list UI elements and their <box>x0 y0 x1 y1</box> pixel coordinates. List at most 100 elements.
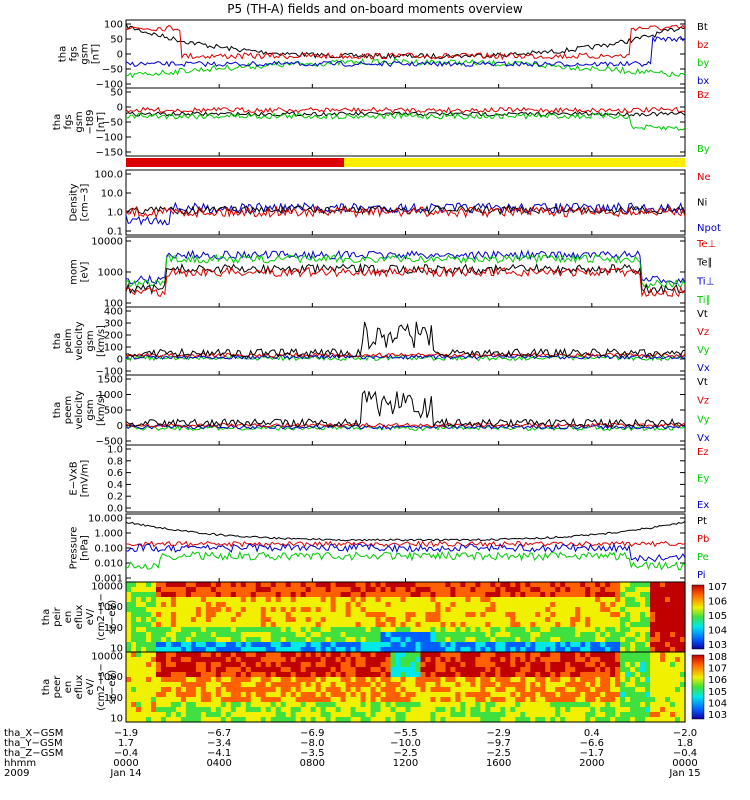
footer-value: 1200 <box>393 758 418 769</box>
y-tick-label: −50 <box>102 118 123 129</box>
legend-entry: Pe <box>697 552 709 563</box>
axis-label: peim <box>63 328 74 353</box>
axis-label: sr−eV) <box>107 600 118 635</box>
y-tick-label: 1000 <box>98 602 123 613</box>
series-group <box>125 23 686 79</box>
y-tick-label: 0.001 <box>94 574 123 585</box>
y-tick-label: 50 <box>110 35 123 46</box>
y-tick-label: 0.2 <box>107 492 123 503</box>
y-tick-label: 10.000 <box>88 514 123 525</box>
y-tick-label: 0 <box>117 421 123 432</box>
y-tick-label: −150 <box>96 148 123 159</box>
data-series-red <box>125 352 686 358</box>
axis-label: en <box>63 611 74 624</box>
series-group <box>125 201 686 226</box>
legend-entry: Ti⊥ <box>696 276 714 287</box>
colorbar-label: 106 <box>708 675 727 686</box>
y-tick-label: 10 <box>110 644 123 655</box>
colorbar-label: 108 <box>708 652 727 663</box>
axis-label: tha <box>52 114 63 130</box>
y-tick-label: 100.0 <box>94 170 123 181</box>
legend-entry: Pb <box>697 534 709 545</box>
axis-label: (cm2−s− <box>96 593 107 640</box>
axis-label: eV/ <box>85 608 96 625</box>
y-tick-label: 1.000 <box>94 529 123 540</box>
axis-label: [eV] <box>80 262 91 283</box>
axis-label: [km/s] <box>96 394 107 426</box>
legend-entry: Pi <box>697 570 706 581</box>
mode-bar-segment <box>344 158 685 167</box>
legend-entry: Vt <box>697 377 708 388</box>
data-series-black <box>125 23 686 60</box>
y-tick-label: −100 <box>96 367 123 378</box>
series-group <box>125 249 686 298</box>
axis-label: Pressure <box>69 527 80 570</box>
legend-entry: Vz <box>697 327 709 338</box>
y-tick-label: 400 <box>104 307 123 318</box>
axis-label: E−VxB <box>69 461 80 495</box>
footer-value: 0400 <box>206 758 231 769</box>
legend-entry: Vx <box>697 363 710 374</box>
panel-frame <box>125 87 686 157</box>
colorbar-label: 105 <box>708 611 727 622</box>
y-tick-label: 10 <box>110 714 123 725</box>
y-tick-label: 1000 <box>98 268 123 279</box>
legend-entry: Bz <box>697 90 709 101</box>
legend-entry: By <box>697 144 710 155</box>
axis-label: tha <box>52 402 63 418</box>
footer-row-label: tha_Z−GSM <box>4 748 63 759</box>
colorbar-label: 107 <box>708 582 727 593</box>
y-tick-label: 100 <box>104 20 123 31</box>
y-tick-label: 0.8 <box>107 456 123 467</box>
data-series-green <box>125 253 686 290</box>
legend-entry: Ex <box>697 500 709 511</box>
heatmap-cells <box>126 582 686 653</box>
axis-label: eflux <box>74 605 85 630</box>
legend-entry: Vy <box>697 345 710 356</box>
footer-value: −2.9 <box>487 728 511 739</box>
axis-label: Density <box>69 183 80 221</box>
y-tick-label: −100 <box>96 80 123 91</box>
footer-value: −3.5 <box>300 748 324 759</box>
series-group <box>125 390 686 432</box>
panel-frame <box>125 306 686 376</box>
y-tick-label: 10000 <box>91 652 123 663</box>
footer-value: −10.0 <box>390 738 421 749</box>
footer-value: 1600 <box>486 758 511 769</box>
axis-label: mom <box>69 259 80 285</box>
data-series-red <box>125 24 686 61</box>
y-tick-label: 0.6 <box>107 468 123 479</box>
data-series-blue <box>125 201 686 226</box>
series-group <box>125 106 686 131</box>
footer-value: 0000 <box>672 758 697 769</box>
y-tick-label: 0.100 <box>94 544 123 555</box>
axis-label: tha <box>52 333 63 349</box>
axis-label: sr−eV) <box>107 670 118 705</box>
axis-label: fgs <box>63 114 74 129</box>
colorbar <box>691 654 705 720</box>
axis-label: −t89 <box>85 109 96 134</box>
footer-row-label: 2009 <box>4 768 29 779</box>
axis-label: [nT] <box>96 112 107 132</box>
y-tick-label: 0.010 <box>94 559 123 570</box>
footer-value: 2000 <box>579 758 604 769</box>
legend-entry: Ni <box>697 198 707 209</box>
panel-2 <box>125 87 686 157</box>
colorbar-label: 104 <box>708 698 727 709</box>
data-series-red <box>125 266 686 298</box>
legend-entry: Ey <box>697 474 709 485</box>
y-tick-label: 1500 <box>98 375 123 386</box>
footer-value: Jan 15 <box>668 768 700 779</box>
axis-label: gsm <box>85 399 96 420</box>
y-tick-label: 1.0 <box>107 445 123 456</box>
data-series-blue <box>125 424 686 430</box>
y-tick-label: 100 <box>104 299 123 310</box>
data-series-green <box>125 550 686 571</box>
footer-value: −2.5 <box>487 748 511 759</box>
panel-9 <box>125 513 686 583</box>
footer-value: −5.5 <box>393 728 417 739</box>
footer-value: −6.7 <box>207 728 231 739</box>
series-group <box>125 520 686 571</box>
y-tick-label: 1000 <box>98 672 123 683</box>
